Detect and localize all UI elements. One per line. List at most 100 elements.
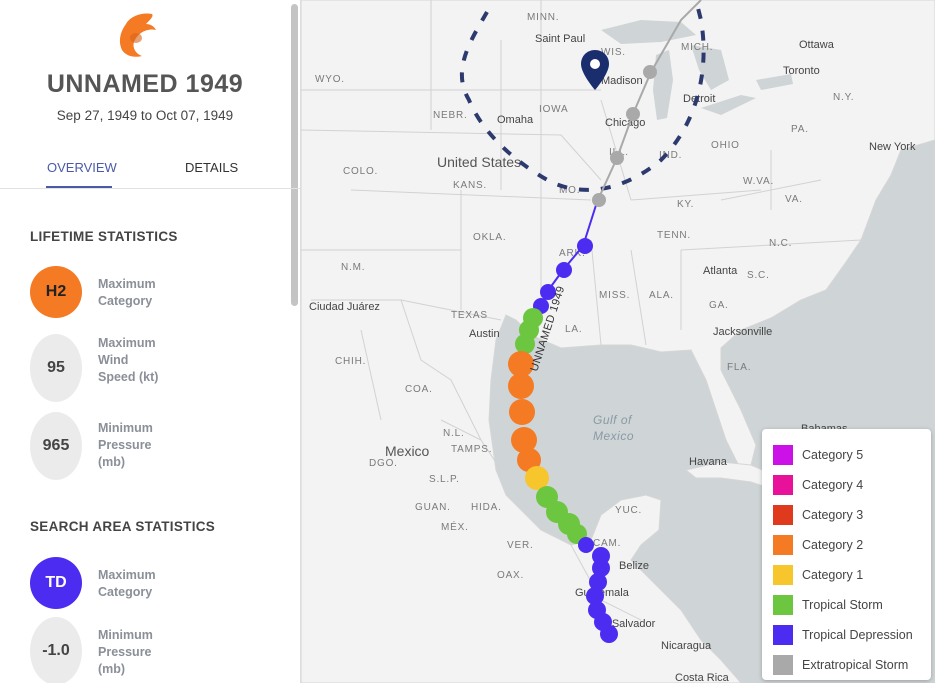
svg-text:New York: New York <box>869 141 916 153</box>
lake-erie <box>701 95 756 115</box>
lifetime-max-wind-label: Maximum Wind Speed (kt) <box>98 336 159 384</box>
svg-text:Atlanta: Atlanta <box>703 265 738 277</box>
lifetime-min-pressure-value: 965 <box>30 412 82 480</box>
svg-text:Detroit: Detroit <box>683 93 715 105</box>
svg-text:Madison: Madison <box>601 75 643 87</box>
svg-text:WYO.: WYO. <box>315 74 345 85</box>
svg-text:KY.: KY. <box>677 199 694 210</box>
svg-text:CHIH.: CHIH. <box>335 356 366 367</box>
track-point-extratropical <box>643 65 657 79</box>
search-max-category-label: Maximum Category <box>98 568 156 599</box>
tab-overview[interactable]: OVERVIEW <box>47 160 117 175</box>
track-point-ts <box>515 334 535 354</box>
track-point-td <box>600 625 618 643</box>
lake-ontario <box>756 74 793 90</box>
track-point-td <box>578 537 594 553</box>
svg-text:Costa Rica: Costa Rica <box>675 672 730 683</box>
legend-swatch <box>773 625 793 645</box>
lifetime-max-category-label: Maximum Category <box>98 277 156 308</box>
track-point-td <box>592 559 610 577</box>
lifetime-min-pressure-label: Minimum Pressure (mb) <box>98 421 153 469</box>
lake-superior <box>601 20 696 44</box>
svg-text:PA.: PA. <box>791 124 809 135</box>
legend-swatch <box>773 595 793 615</box>
svg-text:Jacksonville: Jacksonville <box>713 326 772 338</box>
legend-swatch <box>773 565 793 585</box>
svg-text:YUC.: YUC. <box>615 505 642 516</box>
svg-text:Ciudad Juárez: Ciudad Juárez <box>309 301 380 313</box>
track-point-td <box>577 238 593 254</box>
svg-text:Mexico: Mexico <box>385 443 430 459</box>
legend-label: Category 4 <box>802 478 864 492</box>
track-point-h2 <box>517 448 541 472</box>
svg-text:Nicaragua: Nicaragua <box>661 640 712 652</box>
legend-swatch <box>773 445 793 465</box>
svg-text:N.L.: N.L. <box>443 428 465 439</box>
search-area-statistics-heading: SEARCH AREA STATISTICS <box>30 519 216 534</box>
legend-swatch <box>773 505 793 525</box>
sidebar-scrollbar[interactable] <box>291 4 298 306</box>
legend-label: Extratropical Storm <box>802 658 909 672</box>
map-canvas[interactable]: MINN. WIS. MICH. WYO. NEBR. IOWA ILL. IN… <box>301 0 935 683</box>
svg-text:VER.: VER. <box>507 540 534 551</box>
svg-text:COA.: COA. <box>405 384 433 395</box>
svg-text:IND.: IND. <box>659 150 682 161</box>
legend-swatch <box>773 535 793 555</box>
search-max-category-badge: TD <box>30 557 82 609</box>
legend-item-tropical-storm: Tropical Storm <box>773 590 931 620</box>
extratropical-points <box>592 65 657 207</box>
svg-text:Chicago: Chicago <box>605 117 645 129</box>
lake-michigan <box>653 50 673 120</box>
svg-text:MO.: MO. <box>559 185 580 196</box>
track-point-h2 <box>508 351 534 377</box>
north-america-land <box>301 0 935 683</box>
svg-text:S.L.P.: S.L.P. <box>429 474 460 485</box>
location-pin-icon[interactable] <box>581 50 609 90</box>
search-min-pressure-value: -1.0 <box>30 617 82 683</box>
track-point-td <box>540 284 556 300</box>
svg-text:MICH.: MICH. <box>681 42 713 53</box>
svg-text:S.C.: S.C. <box>747 270 770 281</box>
track-point-td <box>589 573 607 591</box>
hurricane-logo-icon <box>119 13 156 57</box>
svg-text:HIDA.: HIDA. <box>471 502 502 513</box>
storm-title: UNNAMED 1949 <box>46 70 244 98</box>
search-area-outline <box>459 0 706 192</box>
svg-text:Mexico: Mexico <box>593 429 634 443</box>
search-min-pressure-label: Minimum Pressure (mb) <box>98 628 153 676</box>
legend-label: Category 2 <box>802 538 864 552</box>
svg-text:MÉX.: MÉX. <box>441 520 469 533</box>
track-point-extratropical <box>610 151 624 165</box>
lifetime-max-wind-value: 95 <box>30 334 82 402</box>
svg-text:VA.: VA. <box>785 194 803 205</box>
track-point-h2 <box>508 373 534 399</box>
svg-text:TEXAS: TEXAS <box>451 310 488 321</box>
svg-text:MISS.: MISS. <box>599 290 630 301</box>
legend-item-category-5: Category 5 <box>773 440 931 470</box>
svg-text:TAMPS.: TAMPS. <box>451 444 492 455</box>
svg-text:CAM.: CAM. <box>593 538 621 549</box>
svg-text:COLO.: COLO. <box>343 166 378 177</box>
svg-text:W.VA.: W.VA. <box>743 176 774 187</box>
svg-text:OKLA.: OKLA. <box>473 232 506 243</box>
svg-text:DGO.: DGO. <box>369 458 398 469</box>
svg-text:Omaha: Omaha <box>497 114 534 126</box>
svg-text:N.Y.: N.Y. <box>833 92 854 103</box>
storm-date-range: Sep 27, 1949 to Oct 07, 1949 <box>56 108 234 123</box>
svg-text:United States: United States <box>437 154 521 170</box>
svg-text:WIS.: WIS. <box>601 47 626 58</box>
svg-text:OAX.: OAX. <box>497 570 524 581</box>
tab-details[interactable]: DETAILS <box>185 160 239 175</box>
track-point-extratropical <box>626 107 640 121</box>
svg-text:Ottawa: Ottawa <box>799 39 835 51</box>
extratropical-track-line <box>596 0 702 203</box>
legend-item-category-4: Category 4 <box>773 470 931 500</box>
track-point-extratropical <box>592 193 606 207</box>
svg-text:GUAN.: GUAN. <box>415 502 451 513</box>
svg-text:ALA.: ALA. <box>649 290 674 301</box>
svg-text:TENN.: TENN. <box>657 230 691 241</box>
svg-text:Austin: Austin <box>469 328 500 340</box>
lake-huron <box>691 45 729 90</box>
svg-text:MINN.: MINN. <box>527 12 559 23</box>
legend-label: Category 3 <box>802 508 864 522</box>
